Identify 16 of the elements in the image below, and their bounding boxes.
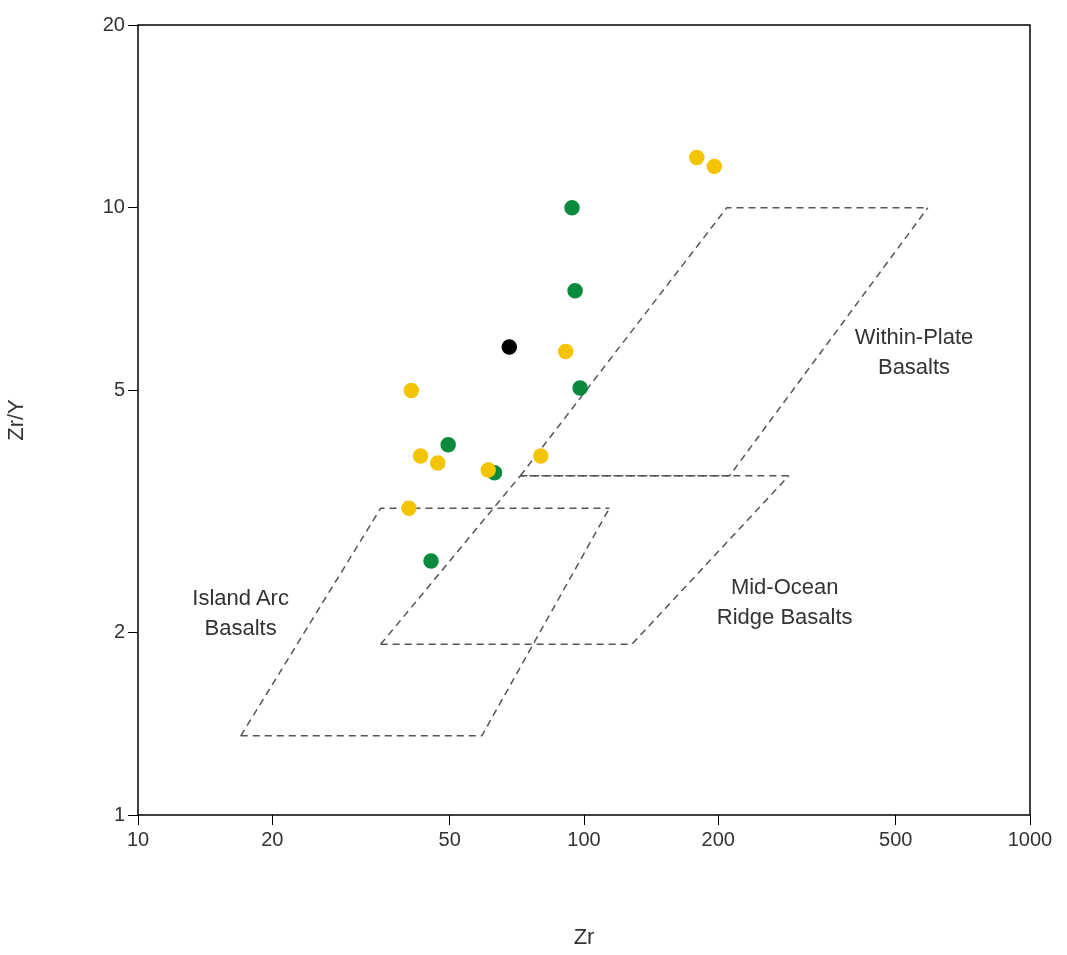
y-tick-label: 1 (113, 802, 125, 825)
x-tick-label: 1000 (1007, 827, 1053, 850)
y-axis-title: Zr/Y (3, 398, 29, 441)
y-tick-label: 2 (113, 619, 125, 642)
annotation: Within-Plate Basalts (854, 323, 974, 379)
x-tick-label: 500 (879, 827, 913, 850)
y-tick-label: 5 (113, 378, 125, 401)
x-tick-label: 50 (438, 827, 461, 850)
x-tick-label: 100 (567, 827, 601, 850)
y-tick-label: 20 (102, 12, 125, 35)
x-axis-title: Zr (573, 923, 595, 949)
y-tick-label: 10 (102, 195, 125, 218)
x-tick-label: 200 (701, 827, 735, 850)
annotation: Island Arc Basalts (192, 584, 289, 640)
annotation: Mid-Ocean Ridge Basalts (716, 573, 853, 629)
x-tick-label: 20 (261, 827, 284, 850)
